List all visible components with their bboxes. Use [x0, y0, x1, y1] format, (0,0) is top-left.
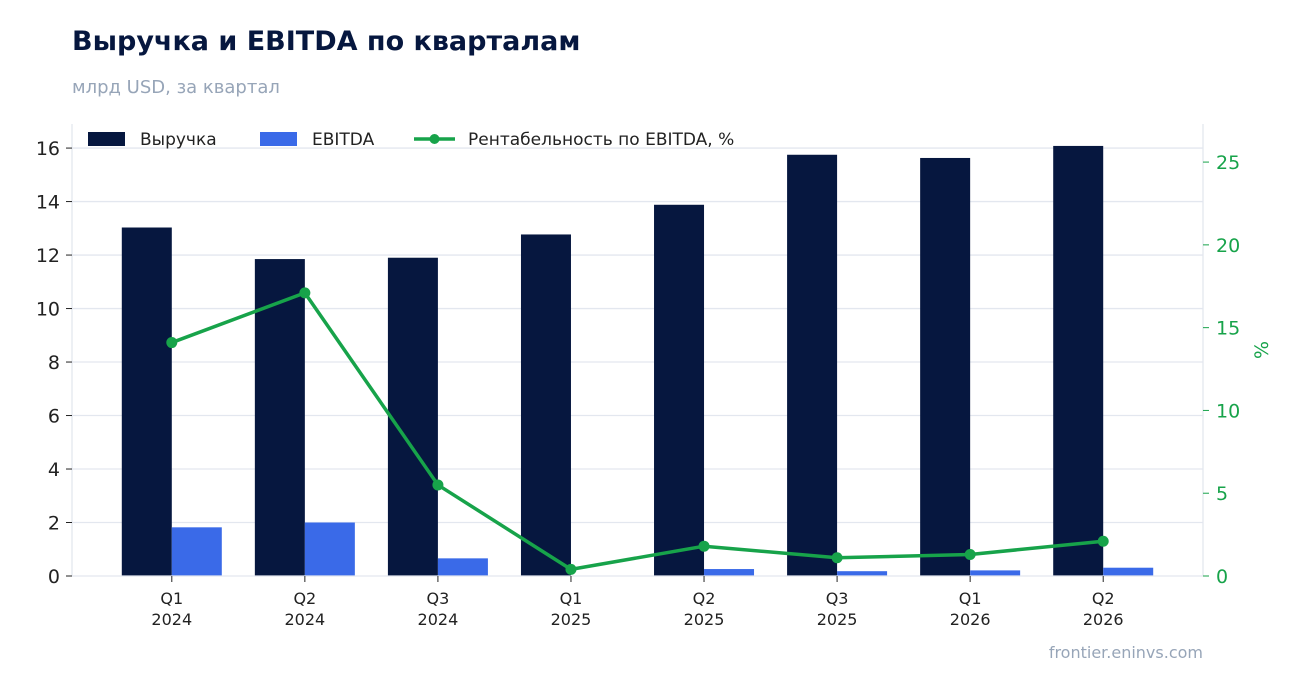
margin-point: [565, 563, 577, 575]
grid: [72, 147, 1203, 524]
chart-subtitle: млрд USD, за квартал: [72, 77, 280, 98]
margin-line: [166, 287, 1109, 575]
x-tick-label: Q1 2025: [551, 589, 592, 629]
y-left-tick-label: 12: [36, 245, 60, 267]
margin-line-path: [171, 291, 1104, 572]
y-right-tick-label: 5: [1216, 483, 1228, 505]
ebitda-bar: [171, 527, 222, 576]
y-right-tick-label: 10: [1216, 400, 1240, 422]
ebitda-bar: [437, 558, 488, 576]
y-left-tick-label: 4: [48, 459, 60, 481]
y-left-tick-label: 16: [36, 138, 60, 160]
legend: Выручка EBITDA Рентабельность по EBITDA, %: [88, 130, 734, 150]
margin-point: [831, 552, 843, 564]
ebitda-bar: [704, 569, 755, 576]
revenue-bar: [1053, 145, 1104, 576]
x-tick-label: Q2 2026: [1083, 589, 1124, 629]
y-right-tick-label: 0: [1216, 566, 1228, 588]
y-right-tick-label: 25: [1216, 152, 1240, 174]
y-right-axis-label: %: [1251, 341, 1273, 359]
y-right-tick-label: 15: [1216, 318, 1240, 340]
y-left-tick-label: 14: [36, 192, 60, 214]
legend-swatch-margin-dot: [429, 134, 440, 144]
ebitda-bar: [304, 522, 355, 576]
ebitda-bar: [837, 571, 888, 576]
revenue-bar: [920, 157, 971, 576]
bars: [121, 145, 1154, 577]
ebitda-bar: [1103, 567, 1154, 576]
revenue-bar: [387, 257, 438, 576]
legend-swatch-ebitda: [260, 132, 297, 146]
margin-point: [698, 540, 710, 552]
x-tick-label: Q2 2024: [284, 589, 325, 629]
margin-point: [964, 548, 976, 560]
x-tick-label: Q3 2025: [817, 589, 858, 629]
y-left-tick-label: 2: [48, 513, 60, 535]
source-label: frontier.eninvs.com: [1048, 643, 1203, 662]
y-left-tick-label: 10: [36, 299, 60, 321]
x-tick-label: Q2 2025: [684, 589, 725, 629]
x-tick-label: Q1 2026: [950, 589, 991, 629]
margin-point: [299, 287, 311, 299]
legend-swatch-revenue: [88, 132, 125, 146]
axes: 0 2 4 6 8 10 12 14 16 0 5 10 15 20 25% Q1 2024 Q2 2024 Q3 20…: [36, 124, 1273, 629]
legend-label-revenue: Выручка: [140, 130, 217, 150]
x-tick-label: Q1 2024: [151, 589, 192, 629]
legend-label-margin: Рентабельность по EBITDA, %: [468, 130, 734, 150]
margin-point: [166, 337, 178, 349]
revenue-bar: [520, 234, 571, 576]
y-left-tick-label: 8: [48, 352, 60, 374]
y-left-tick-label: 6: [48, 406, 60, 428]
chart-title: Выручка и EBITDA по кварталам: [72, 26, 581, 57]
revenue-bar: [254, 259, 305, 576]
revenue-bar: [121, 227, 172, 577]
y-left-tick-label: 0: [48, 566, 60, 588]
margin-point: [1097, 535, 1109, 547]
legend-label-ebitda: EBITDA: [312, 130, 375, 150]
revenue-bar: [654, 204, 705, 576]
revenue-bar: [787, 154, 838, 577]
ebitda-bar: [970, 570, 1021, 576]
y-right-tick-label: 20: [1216, 235, 1240, 257]
x-tick-label: Q3 2024: [418, 589, 459, 629]
margin-point: [432, 479, 444, 491]
